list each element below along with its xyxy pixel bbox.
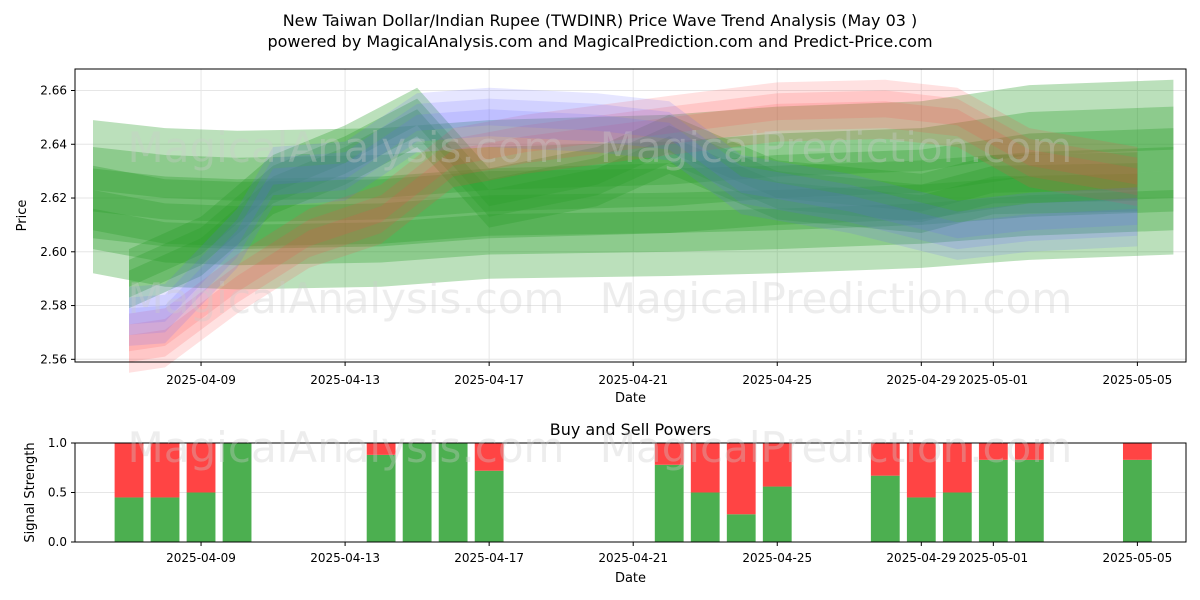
sell-bar: [942, 443, 972, 493]
x-tick-label: 2025-04-13: [310, 373, 380, 387]
wave-band-green-1: [93, 171, 1174, 266]
buy-bar: [222, 443, 252, 542]
wave-band-green-1: [93, 147, 1174, 290]
sell-bar: [114, 443, 144, 498]
signal-x-tick-label: 2025-04-29: [886, 551, 956, 565]
buy-bar: [870, 475, 900, 542]
signal-x-tick-label: 2025-05-05: [1103, 551, 1173, 565]
chart-title-line1: New Taiwan Dollar/Indian Rupee (TWDINR) …: [283, 11, 918, 30]
sell-bar: [150, 443, 180, 498]
sell-bar: [1014, 443, 1044, 460]
signal-x-tick-label: 2025-04-17: [454, 551, 524, 565]
signal-chart: Buy and Sell Powers 2025-04-09 2025-04-13 2…: [23, 420, 1187, 586]
sell-bar: [726, 443, 756, 515]
y-tick-label: 2.64: [40, 137, 67, 151]
x-tick-label: 2025-04-29: [886, 373, 956, 387]
wave-band-green-1: [93, 190, 1174, 247]
wave-band-blue-4: [129, 109, 1138, 325]
buy-bar: [186, 492, 216, 542]
sell-bar: [1122, 443, 1152, 460]
buy-bar: [402, 443, 432, 542]
signal-x-tick-label: 2025-04-09: [166, 551, 236, 565]
plot-area: [75, 69, 1186, 362]
x-tick-label: 2025-04-25: [742, 373, 812, 387]
sell-bar: [906, 443, 936, 498]
y-axis-label: Price: [15, 200, 30, 232]
buy-bar: [438, 443, 468, 542]
buy-bar: [366, 454, 396, 542]
buy-bar: [1014, 459, 1044, 542]
plot-frame: [74, 68, 1187, 363]
x-tick-label: 2025-04-09: [166, 373, 236, 387]
watermark-text: MagicalPrediction.com: [600, 423, 1073, 472]
buy-bar: [978, 459, 1008, 542]
buy-bar: [474, 470, 504, 542]
buy-bar: [762, 486, 792, 542]
signal-y-tick-label: 0.5: [48, 486, 67, 500]
buy-bar: [114, 497, 144, 542]
x-tick-label: 2025-05-05: [1103, 373, 1173, 387]
y-tick-label: 2.66: [40, 84, 67, 98]
sell-bar: [474, 443, 504, 471]
watermark-text: MagicalAnalysis.com: [128, 123, 565, 172]
buy-bar: [1122, 459, 1152, 542]
wave-band-blue-4: [129, 87, 1138, 346]
signal-y-tick-label: 1.0: [48, 436, 67, 450]
sell-bar: [978, 443, 1008, 460]
sell-bar: [186, 443, 216, 493]
wave-band-red-3: [129, 101, 1138, 352]
watermark-text: MagicalPrediction.com: [600, 274, 1073, 323]
x-tick-label: 2025-05-01: [958, 373, 1028, 387]
buy-bar: [654, 464, 684, 542]
sell-bar: [762, 443, 792, 487]
sell-bar: [654, 443, 684, 465]
buy-bar: [906, 497, 936, 542]
watermark-text: MagicalPrediction.com: [600, 123, 1073, 172]
signal-y-axis-label: Signal Strength: [23, 442, 38, 542]
price-chart: 2025-04-09 2025-04-13 2025-04-17 2025-04-21…: [15, 68, 1187, 406]
wave-band-blue-4: [129, 98, 1138, 336]
signal-x-tick-label: 2025-04-25: [742, 551, 812, 565]
wave-band-green-2: [129, 98, 1138, 298]
signal-x-tick-label: 2025-05-01: [958, 551, 1028, 565]
y-tick-label: 2.58: [40, 299, 67, 313]
wave-band-green-2: [129, 87, 1138, 309]
signal-x-axis-label: Date: [615, 571, 646, 586]
buy-bar: [726, 514, 756, 542]
signal-x-tick-label: 2025-04-13: [310, 551, 380, 565]
wave-band-red-3: [129, 90, 1138, 362]
buy-bar: [690, 492, 720, 542]
y-tick-label: 2.56: [40, 352, 67, 366]
sell-bar: [870, 443, 900, 476]
wave-band-green-0: [93, 106, 1174, 223]
signal-y-tick-label: 0.0: [48, 535, 67, 549]
sell-bar: [690, 443, 720, 493]
buy-bar: [150, 497, 180, 542]
wave-band-green-0: [93, 79, 1174, 250]
watermark-text: MagicalAnalysis.com: [128, 274, 565, 323]
wave-band-red-3: [129, 79, 1138, 373]
x-axis-label: Date: [615, 391, 646, 406]
chart-title-line2: powered by MagicalAnalysis.com and Magic…: [267, 32, 932, 51]
x-tick-label: 2025-04-21: [598, 373, 668, 387]
x-tick-label: 2025-04-17: [454, 373, 524, 387]
signal-x-tick-label: 2025-04-21: [598, 551, 668, 565]
watermarks: MagicalAnalysis.com MagicalPrediction.com…: [128, 123, 1073, 472]
y-tick-label: 2.62: [40, 191, 67, 205]
sell-bar: [366, 443, 396, 455]
y-tick-label: 2.60: [40, 245, 67, 259]
signal-chart-title: Buy and Sell Powers: [550, 420, 712, 439]
buy-bar: [942, 492, 972, 542]
wave-band-green-0: [93, 128, 1174, 201]
watermark-text: MagicalAnalysis.com: [128, 423, 565, 472]
wave-band-green-2: [129, 109, 1138, 287]
